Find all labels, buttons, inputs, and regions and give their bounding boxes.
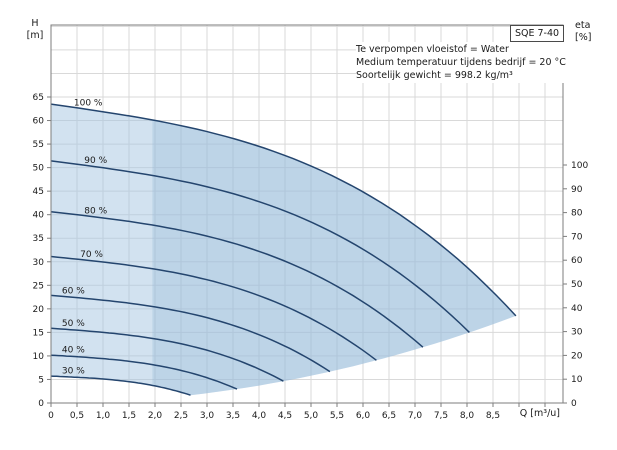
fluid-annotation: Te verpompen vloeistof = Water Medium te… xyxy=(356,42,569,83)
tick-marks xyxy=(47,96,567,407)
pump-curve-50% xyxy=(50,327,284,382)
envelope-fill-light xyxy=(51,104,516,396)
curve-label-50%: 50 % xyxy=(62,319,85,329)
left-axis-title-symbol: H xyxy=(31,18,39,29)
right-axis-title-symbol: eta xyxy=(575,20,591,31)
h-tick-label: 45 xyxy=(33,187,44,197)
h-tick-label: 0 xyxy=(38,399,44,409)
q-tick-label: 7,5 xyxy=(434,411,448,421)
pump-curve-80% xyxy=(50,210,424,348)
h-tick-label: 25 xyxy=(33,281,44,291)
pump-curve-100% xyxy=(50,103,517,317)
pump-curve-60% xyxy=(50,294,331,373)
h-tick-label: 40 xyxy=(33,211,45,221)
curve-label-90%: 90 % xyxy=(84,156,107,166)
h-tick-label: 5 xyxy=(38,375,44,385)
speed-curves xyxy=(50,103,517,396)
q-tick-label: 3,5 xyxy=(226,411,240,421)
curve-label-100%: 100 % xyxy=(74,99,103,109)
q-tick-label: 1,0 xyxy=(96,411,111,421)
q-tick-label: 1,5 xyxy=(122,411,136,421)
annotation-line-density: Soortelijk gewicht = 998.2 kg/m³ xyxy=(356,70,513,81)
eta-tick-label: 0 xyxy=(571,399,577,409)
eta-tick-label: 20 xyxy=(571,351,583,361)
curve-label-60%: 60 % xyxy=(62,287,85,297)
pump-curve-30% xyxy=(50,375,191,396)
h-tick-label: 10 xyxy=(33,352,45,362)
q-tick-label: 8,0 xyxy=(460,411,475,421)
q-tick-label: 6,0 xyxy=(356,411,371,421)
eta-tick-label: 70 xyxy=(571,232,583,242)
q-tick-label: 2,5 xyxy=(174,411,188,421)
operating-envelope xyxy=(51,104,516,396)
pump-curve-90% xyxy=(50,160,470,333)
h-tick-label: 60 xyxy=(33,117,45,127)
curve-label-30%: 30 % xyxy=(62,366,85,376)
h-tick-label: 35 xyxy=(33,234,44,244)
curve-labels: 100 % 90 % 80 % 70 % 60 % 50 % 40 % 30 % xyxy=(62,99,108,377)
q-tick-label: 0,5 xyxy=(70,411,84,421)
eta-tick-label: 50 xyxy=(571,280,583,290)
q-tick-label: 6,5 xyxy=(382,411,396,421)
left-axis-title-unit: [m] xyxy=(26,30,44,41)
right-axis-title: eta [%] xyxy=(575,20,609,44)
curve-label-70%: 70 % xyxy=(80,250,103,260)
curve-label-80%: 80 % xyxy=(84,206,107,216)
q-tick-label: 4,0 xyxy=(252,411,267,421)
q-tick-label: 2,0 xyxy=(148,411,163,421)
tick-labels: 0 5 10 15 20 25 30 35 40 45 50 55 60 65 0 0,5 1,0 1,5 2,0 2… xyxy=(33,93,589,421)
axes xyxy=(50,24,564,404)
q-tick-label: 4,5 xyxy=(278,411,292,421)
curve-label-40%: 40 % xyxy=(62,346,85,356)
h-tick-label: 55 xyxy=(33,140,44,150)
q-tick-label: 5,0 xyxy=(304,411,319,421)
eta-tick-label: 60 xyxy=(571,256,583,266)
h-tick-label: 15 xyxy=(33,328,44,338)
bottom-axis-title: Q [m³/u] xyxy=(519,408,560,419)
q-tick-label: 5,5 xyxy=(330,411,344,421)
h-tick-label: 50 xyxy=(33,164,45,174)
q-tick-label: 3,0 xyxy=(200,411,215,421)
eta-tick-label: 30 xyxy=(571,328,583,338)
h-tick-label: 30 xyxy=(33,258,45,268)
eta-tick-label: 40 xyxy=(571,304,583,314)
right-axis-title-unit: [%] xyxy=(575,32,592,43)
q-tick-label: 8,5 xyxy=(486,411,500,421)
eta-tick-label: 90 xyxy=(571,185,583,195)
pump-curve-70% xyxy=(50,255,377,361)
envelope-fill-recommended-range xyxy=(152,119,516,396)
q-tick-label: 0 xyxy=(48,411,54,421)
eta-tick-label: 100 xyxy=(571,161,588,171)
eta-tick-label: 10 xyxy=(571,375,583,385)
q-tick-label: 7,0 xyxy=(408,411,423,421)
pump-curve-40% xyxy=(50,354,238,390)
eta-tick-label: 80 xyxy=(571,209,583,219)
annotation-line-temperature: Medium temperatuur tijdens bedrijf = 20 … xyxy=(356,57,566,68)
h-tick-label: 20 xyxy=(33,305,45,315)
pump-model-badge: SQE 7-40 xyxy=(510,25,564,42)
h-tick-label: 65 xyxy=(33,93,44,103)
left-axis-title: H [m] xyxy=(22,18,48,42)
annotation-line-fluid: Te verpompen vloeistof = Water xyxy=(356,44,509,55)
plot-border xyxy=(50,24,564,404)
